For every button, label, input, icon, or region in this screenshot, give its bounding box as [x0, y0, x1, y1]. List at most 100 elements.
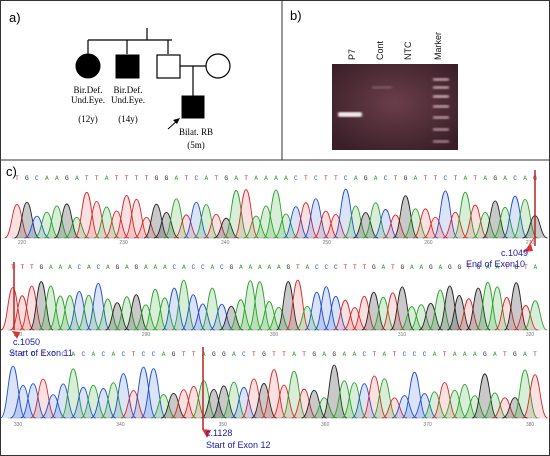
trace-peak — [401, 371, 428, 419]
lane-label-cont: Cont — [375, 40, 385, 60]
base-call: C — [384, 175, 388, 182]
base-call: C — [122, 351, 126, 358]
base-call: C — [344, 175, 348, 182]
position-tick: 320 — [526, 332, 535, 338]
trace-peak — [241, 378, 267, 419]
base-call: G — [25, 175, 29, 182]
trace-peak — [462, 395, 488, 419]
annotation-c1049-pos: c.1049 — [501, 248, 528, 258]
base-call: C — [61, 351, 65, 358]
trace-peak — [361, 291, 386, 331]
base-call: C — [423, 351, 427, 358]
trace-peak — [441, 389, 468, 419]
base-call: T — [282, 351, 286, 358]
base-call: A — [533, 264, 537, 271]
trace-peak — [465, 287, 491, 331]
base-call: G — [483, 351, 487, 358]
base-call: G — [400, 264, 404, 271]
trace-peak — [209, 303, 234, 331]
lane-label-p7: P7 — [347, 49, 357, 60]
trace-peak — [201, 388, 227, 419]
person2-label-line1: Bir.Def. — [114, 85, 143, 95]
trace-peak — [93, 206, 120, 239]
trace-peak — [120, 390, 147, 419]
trace-peak — [484, 286, 510, 331]
trace-peak — [219, 305, 244, 331]
base-call: T — [145, 175, 149, 182]
base-call: A — [342, 351, 346, 358]
position-tick: 380 — [526, 422, 535, 428]
proband-arrow-head — [173, 118, 180, 124]
base-call: T — [473, 175, 477, 182]
trace-peak — [183, 201, 209, 239]
base-call: A — [523, 175, 527, 182]
base-call: A — [202, 351, 206, 358]
base-call: T — [304, 175, 308, 182]
trace-peak — [399, 306, 424, 331]
trace-peak — [432, 190, 459, 239]
base-call: T — [30, 264, 34, 271]
trace-peak — [257, 301, 282, 331]
proband-age: (5m) — [187, 140, 205, 150]
base-call: C — [21, 351, 25, 358]
marker-band — [433, 128, 449, 131]
pedigree-male-unaffected — [156, 54, 181, 79]
trace-peak — [389, 286, 415, 331]
trace-peak — [482, 392, 508, 419]
base-call: G — [65, 175, 69, 182]
base-call: C — [315, 264, 319, 271]
base-call: A — [383, 351, 387, 358]
base-call: G — [286, 264, 290, 271]
base-call: A — [292, 351, 296, 358]
base-call: A — [264, 175, 268, 182]
base-call: G — [476, 264, 480, 271]
base-call: T — [353, 264, 357, 271]
base-call: G — [493, 175, 497, 182]
trace-peak — [124, 294, 149, 331]
base-call: A — [274, 175, 278, 182]
panel-b-label: b) — [290, 8, 302, 23]
base-call: G — [229, 264, 233, 271]
trace-peak — [382, 214, 409, 239]
trace-peak — [213, 217, 239, 239]
base-call: C — [413, 351, 417, 358]
gel-band-cont-faint — [372, 86, 392, 89]
base-call: G — [39, 264, 43, 271]
base-call: A — [91, 351, 95, 358]
trace-peak — [114, 296, 139, 331]
base-call: G — [134, 264, 138, 271]
person2-label-line2: Und.Eye. — [111, 95, 145, 105]
base-call: G — [115, 264, 119, 271]
base-call: A — [258, 264, 262, 271]
base-call: A — [175, 175, 179, 182]
trace-peak — [422, 216, 448, 239]
trace-peak — [28, 281, 54, 331]
base-call: T — [182, 351, 186, 358]
trace-peak — [492, 397, 518, 419]
trace-peak — [171, 279, 197, 331]
trace-peak — [231, 386, 257, 419]
lane-label-marker: Marker — [433, 32, 443, 60]
base-call: G — [372, 264, 376, 271]
trace-peak — [10, 384, 36, 419]
base-call: A — [254, 175, 258, 182]
base-call: C — [220, 264, 224, 271]
trace-peak — [150, 394, 177, 419]
trace-peak — [295, 305, 320, 331]
base-call: G — [513, 351, 517, 358]
trace-peak — [163, 198, 190, 239]
trace-peak — [54, 203, 80, 239]
trace-peak — [475, 281, 501, 331]
trace-peak — [133, 304, 158, 331]
trace-peak — [285, 279, 311, 331]
trace-peak — [472, 211, 498, 239]
trace-peak — [343, 205, 369, 239]
base-call: C — [513, 175, 517, 182]
trace-peak — [361, 375, 388, 419]
base-call: T — [424, 175, 428, 182]
pedigree-proband — [181, 95, 205, 119]
base-call: T — [453, 175, 457, 182]
trace-peak — [48, 295, 73, 331]
